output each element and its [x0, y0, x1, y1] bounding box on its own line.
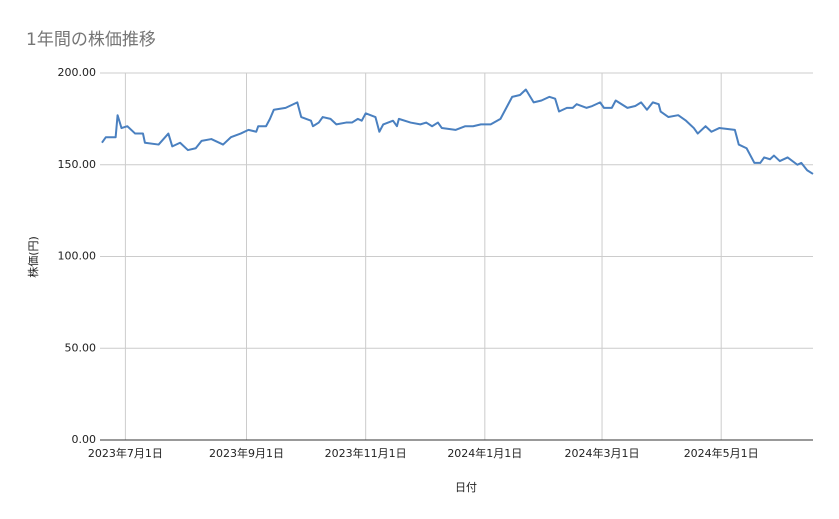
y-tick-label: 0.00 [72, 433, 97, 446]
x-tick-label: 2024年5月1日 [684, 446, 759, 460]
x-tick-label: 2023年7月1日 [88, 446, 163, 460]
y-tick-label: 50.00 [65, 341, 97, 354]
x-axis-label: 日付 [455, 481, 477, 494]
line-series [101, 88, 814, 175]
x-tick-label: 2024年1月1日 [447, 446, 522, 460]
y-tick-label: 100.00 [58, 250, 97, 263]
y-tick-label: 150.00 [58, 158, 97, 171]
y-axis-label: 株価(円) [26, 236, 40, 278]
y-tick-label: 200.00 [58, 66, 97, 79]
x-tick-label: 2024年3月1日 [565, 446, 640, 460]
x-tick-label: 2023年11月1日 [325, 446, 407, 460]
chart-title: 1年間の株価推移 [26, 30, 156, 50]
x-tick-label: 2023年9月1日 [209, 446, 284, 460]
